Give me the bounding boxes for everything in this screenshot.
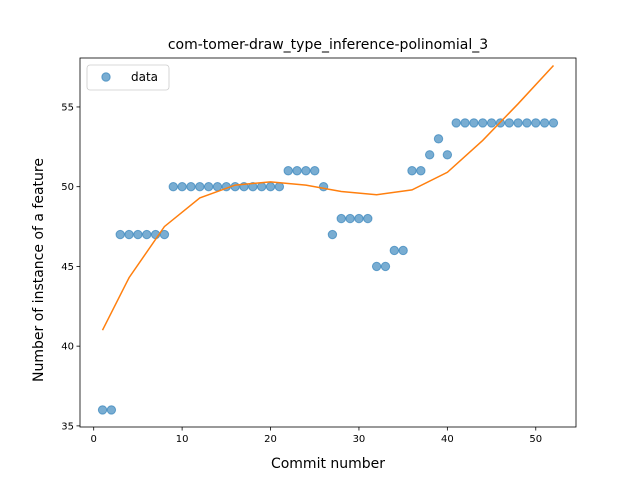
data-point [318, 181, 329, 192]
x-tick-label: 40 [441, 434, 454, 445]
chart-title: com-tomer-draw_type_inference-polinomial… [168, 37, 488, 53]
data-point [354, 213, 364, 224]
axes-frame [79, 57, 577, 428]
x-tick-label: 30 [353, 434, 366, 445]
legend-marker [101, 72, 111, 82]
plot-area [97, 64, 559, 415]
y-tick-label: 50 [61, 182, 74, 193]
x-tick-label: 10 [176, 434, 189, 445]
data-point [513, 118, 523, 128]
axes: 0 10 20 30 40 50 35 40 45 50 55 [61, 57, 577, 445]
legend: data [86, 64, 170, 91]
data-point [327, 229, 338, 240]
data-point [522, 118, 532, 128]
data-point [424, 150, 435, 160]
data-point [451, 118, 461, 128]
data-point [416, 166, 426, 176]
data-point [539, 118, 550, 128]
data-point [478, 118, 488, 128]
data-point [371, 261, 382, 272]
x-axis-label: Commit number [271, 456, 385, 472]
data-point [301, 166, 311, 176]
data-point [133, 229, 143, 240]
data-point [274, 181, 285, 192]
legend-label: data [131, 70, 158, 84]
data-point [504, 118, 514, 128]
data-point [292, 166, 302, 176]
data-point [97, 405, 108, 415]
y-axis-label: Number of instance of a feature [31, 158, 47, 382]
data-point [186, 181, 196, 192]
data-point [203, 181, 214, 192]
data-point [283, 166, 293, 176]
data-point [265, 181, 276, 192]
data-point [310, 166, 320, 176]
data-point [195, 181, 205, 192]
fit-line [101, 64, 555, 331]
data-point [469, 118, 479, 128]
data-point [168, 181, 178, 192]
x-tick-label: 0 [91, 434, 97, 445]
data-point [389, 245, 400, 256]
data-point [531, 118, 541, 128]
legend-box [86, 64, 170, 91]
y-tick-label: 35 [61, 421, 74, 432]
y-tick-label: 45 [61, 262, 74, 273]
data-point [124, 229, 134, 240]
data-point [336, 213, 346, 224]
data-point [407, 166, 417, 176]
data-point [442, 150, 453, 160]
data-point [380, 261, 391, 272]
data-point [433, 134, 444, 144]
data-point [363, 213, 373, 224]
data-point [115, 229, 125, 240]
data-point [212, 181, 223, 192]
data-point [106, 405, 117, 415]
data-point [159, 229, 170, 240]
y-tick-label: 55 [61, 102, 74, 113]
x-tick-label: 20 [264, 434, 277, 445]
data-point [460, 118, 470, 128]
data-point [142, 229, 152, 240]
data-point [177, 181, 187, 192]
data-point [548, 118, 559, 128]
y-tick-label: 40 [61, 342, 74, 353]
data-point [256, 181, 267, 192]
data-point [345, 213, 355, 224]
data-point [486, 118, 497, 128]
x-tick-label: 50 [529, 434, 542, 445]
data-point [398, 245, 408, 256]
